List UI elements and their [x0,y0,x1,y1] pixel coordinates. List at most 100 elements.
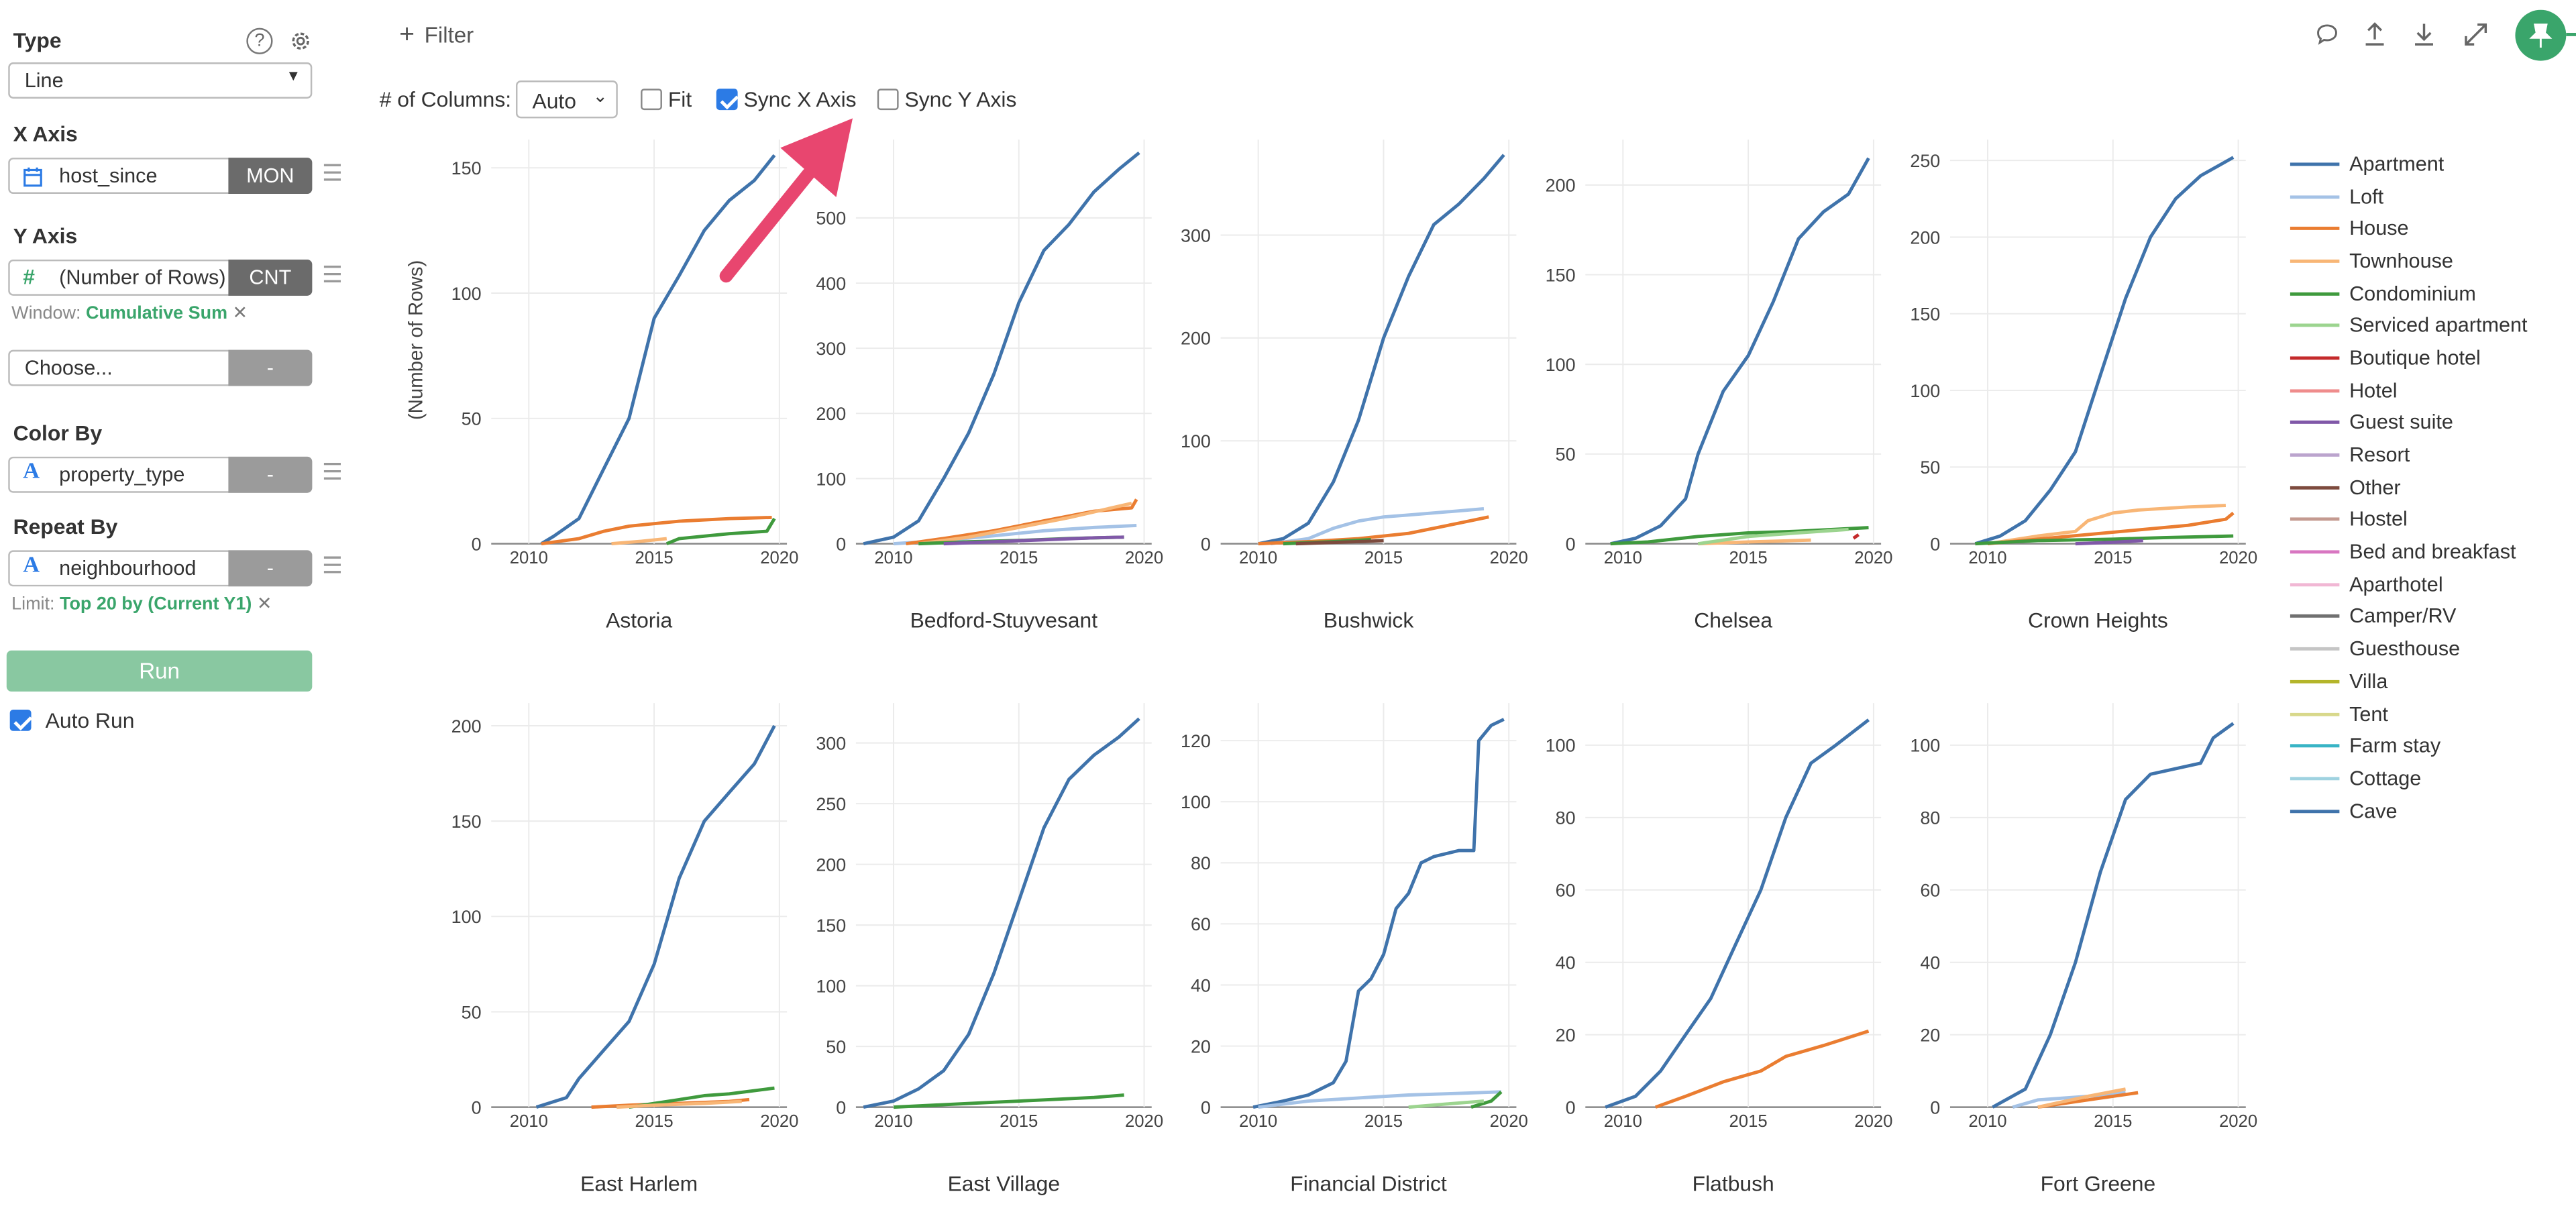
y-tick-label: 100 [1910,381,1940,401]
legend-item[interactable]: Cave [2290,795,2528,827]
series-line [1655,1029,1870,1109]
pin-icon [2529,23,2553,48]
xaxis-menu-icon[interactable]: ☰ [322,159,343,186]
y-tick-label: 200 [1910,227,1940,248]
legend-item[interactable]: Resort [2290,439,2528,471]
window-value[interactable]: Cumulative Sum [85,304,228,324]
y-tick-label: 100 [1181,792,1211,812]
series-line [943,535,1124,546]
legend-item[interactable]: House [2290,213,2528,245]
legend-item[interactable]: Townhouse [2290,245,2528,277]
legend-item[interactable]: Guest suite [2290,406,2528,439]
download-icon[interactable] [2412,21,2436,48]
legend-item[interactable]: Loft [2290,180,2528,213]
syncy-checkbox[interactable] [877,89,899,111]
legend-item[interactable]: Tent [2290,698,2528,730]
upload-icon[interactable] [2363,21,2387,48]
repeat-by-agg-button[interactable]: - [228,550,313,587]
legend-label: Resort [2349,443,2410,467]
legend-item[interactable]: Bed and breakfast [2290,536,2528,568]
y-tick-label: 200 [816,855,846,875]
legend-item[interactable]: Farm stay [2290,730,2528,762]
repeat-by-field[interactable]: A neighbourhood - [8,550,313,587]
type-select[interactable]: Line ▼ [8,62,313,99]
limit-value[interactable]: Top 20 by (Current Y1) [60,594,252,614]
legend-item[interactable]: Camper/RV [2290,600,2528,633]
legend-label: Condominium [2349,282,2476,305]
xaxis-field[interactable]: host_since MON [8,158,313,194]
series-line [1974,156,2235,545]
legend-item[interactable]: Villa [2290,665,2528,698]
series-line [893,1093,1124,1109]
window-remove-icon[interactable]: ✕ [232,304,248,324]
expand-icon[interactable] [2463,21,2489,48]
legend-swatch [2290,647,2340,651]
columns-select[interactable]: Auto ⌄ [515,80,618,119]
legend-item[interactable]: Condominium [2290,277,2528,309]
legend-item[interactable]: Other [2290,472,2528,504]
panel-title: Crown Heights [2028,608,2168,633]
legend-item[interactable]: Hostel [2290,504,2528,536]
fit-checkbox[interactable] [641,89,662,111]
y-tick-label: 0 [472,1097,482,1117]
autorun-checkbox[interactable] [9,709,32,731]
series-line [863,717,1140,1109]
calendar-icon [23,167,42,187]
legend-item[interactable]: Hotel [2290,374,2528,406]
gear-icon[interactable] [288,28,314,54]
legend-label: Cottage [2349,767,2422,790]
syncx-checkbox[interactable] [716,89,738,111]
x-tick-label: 2015 [635,549,673,567]
series-line [1408,1099,1485,1109]
help-icon[interactable]: ? [246,28,273,54]
legend-swatch [2290,388,2340,392]
y-tick-label: 150 [451,158,482,178]
y-tick-label: 150 [816,916,846,936]
legend-item[interactable]: Apartment [2290,148,2528,180]
legend-swatch [2290,550,2340,554]
pin-button[interactable] [2515,9,2567,61]
yaxis-title: Y Axis [13,223,78,248]
chevron-down-icon: ⌄ [592,87,608,107]
choose-agg-button[interactable]: - [228,349,313,386]
legend-item[interactable]: Cottage [2290,762,2528,794]
y-tick-label: 0 [1201,1097,1211,1117]
series-line [535,724,776,1109]
x-tick-label: 2010 [1968,1112,2006,1131]
y-tick-label: 40 [1191,975,1211,995]
y-tick-label: 300 [816,733,846,753]
yaxis-menu-icon[interactable]: ☰ [322,261,343,288]
color-by-menu-icon[interactable]: ☰ [322,458,343,485]
choose-field[interactable]: Choose... - [8,349,313,386]
legend-label: Apartment [2349,152,2445,176]
comment-icon[interactable] [2315,23,2340,46]
series-line [2075,539,2143,546]
yaxis-field[interactable]: # (Number of Rows) CNT [8,259,313,296]
legend-item[interactable]: Aparthotel [2290,568,2528,600]
x-tick-label: 2010 [510,549,548,567]
legend-item[interactable]: Boutique hotel [2290,342,2528,374]
color-by-agg-button[interactable]: - [228,456,313,493]
series-line [611,537,667,546]
y-tick-label: 100 [1546,736,1576,756]
xaxis-agg-button[interactable]: MON [228,158,313,194]
limit-remove-icon[interactable]: ✕ [256,594,272,614]
panel-title: Bushwick [1324,608,1414,633]
legend-item[interactable]: Serviced apartment [2290,309,2528,341]
yaxis-agg-button[interactable]: CNT [228,259,313,296]
syncy-label: Sync Y Axis [904,87,1017,112]
legend-item[interactable]: Guesthouse [2290,633,2528,665]
text-type-icon: A [23,459,40,485]
panel-title: East Village [948,1172,1061,1196]
x-tick-label: 2020 [760,1112,798,1131]
color-by-field[interactable]: A property_type - [8,456,313,493]
series-line [1697,527,1849,546]
panel-title: Bedford-Stuyvesant [910,608,1098,633]
filter-button[interactable]: + Filter [399,21,474,51]
series-line [1852,533,1860,540]
legend-swatch [2290,453,2340,457]
legend-label: Camper/RV [2349,605,2457,628]
repeat-by-menu-icon[interactable]: ☰ [322,551,343,579]
run-button[interactable]: Run [6,650,313,692]
panel-title: Chelsea [1694,608,1772,633]
